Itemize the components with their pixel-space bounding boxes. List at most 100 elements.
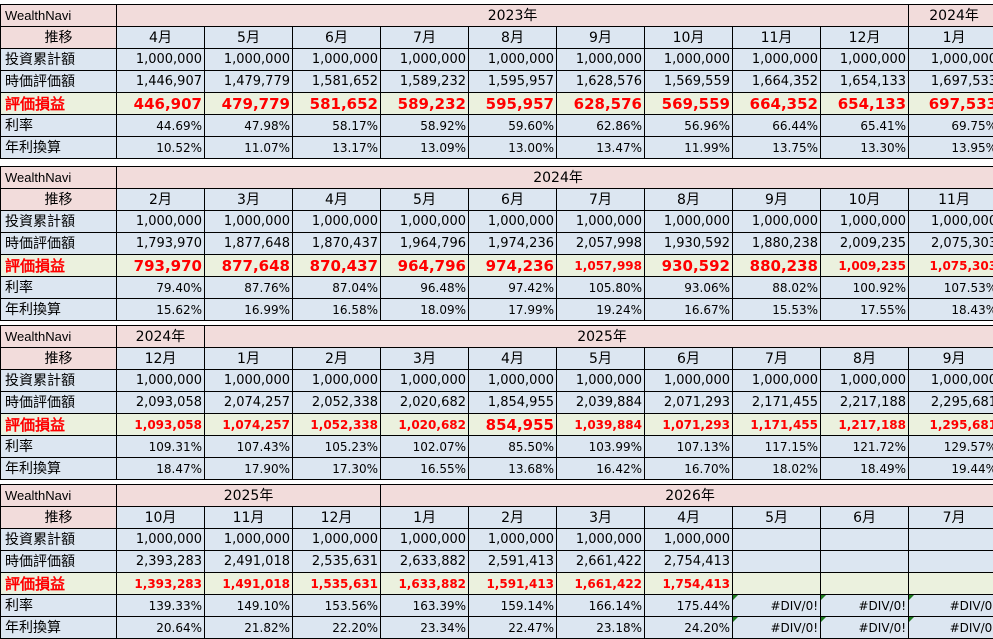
profit-cell[interactable]: 1,075,303 — [909, 255, 993, 277]
rate-cell[interactable]: 105.23% — [293, 436, 381, 458]
profit-cell[interactable]: 870,437 — [293, 255, 381, 277]
market-value-cell[interactable]: 2,633,882 — [381, 551, 469, 573]
market-value-cell[interactable]: 2,075,303 — [909, 233, 993, 255]
brand-label[interactable]: WealthNavi — [1, 485, 117, 507]
rate-cell[interactable]: 87.04% — [293, 277, 381, 299]
profit-cell[interactable]: 1,052,338 — [293, 414, 381, 436]
invested-cell[interactable]: 1,000,000 — [469, 211, 557, 233]
market-value-cell[interactable]: 1,654,133 — [821, 71, 909, 93]
month-header[interactable]: 7月 — [381, 27, 469, 49]
rate-cell[interactable]: 56.96% — [645, 115, 733, 137]
rate-cell[interactable]: 58.17% — [293, 115, 381, 137]
invested-cell[interactable]: 1,000,000 — [909, 211, 993, 233]
rate-cell[interactable]: 159.14% — [469, 595, 557, 617]
profit-cell[interactable]: 1,093,058 — [117, 414, 205, 436]
rate-cell[interactable]: 129.57% — [909, 436, 993, 458]
rate-cell[interactable]: 47.98% — [205, 115, 293, 137]
market-value-cell[interactable]: 2,071,293 — [645, 392, 733, 414]
annualized-cell[interactable]: 24.20% — [645, 617, 733, 639]
invested-cell[interactable]: 1,000,000 — [205, 49, 293, 71]
month-header[interactable]: 5月 — [557, 348, 645, 370]
profit-cell[interactable]: 589,232 — [381, 93, 469, 115]
month-header[interactable]: 6月 — [821, 507, 909, 529]
annualized-cell[interactable]: 22.20% — [293, 617, 381, 639]
market-value-cell[interactable]: 2,661,422 — [557, 551, 645, 573]
brand-label[interactable]: WealthNavi — [1, 167, 117, 189]
annualized-cell[interactable]: 21.82% — [205, 617, 293, 639]
profit-cell[interactable]: 1,020,682 — [381, 414, 469, 436]
annualized-cell[interactable]: 17.99% — [469, 299, 557, 321]
profit-cell[interactable]: 1,491,018 — [205, 573, 293, 595]
annualized-cell[interactable]: 19.24% — [557, 299, 645, 321]
invested-cell[interactable]: 1,000,000 — [821, 49, 909, 71]
rate-cell[interactable]: 44.69% — [117, 115, 205, 137]
market-value-cell[interactable]: 1,793,970 — [117, 233, 205, 255]
market-value-cell[interactable]: 1,569,559 — [645, 71, 733, 93]
market-value-cell[interactable]: 2,491,018 — [205, 551, 293, 573]
invested-cell[interactable]: 1,000,000 — [733, 211, 821, 233]
invested-cell[interactable]: 1,000,000 — [293, 529, 381, 551]
annualized-cell[interactable]: 16.70% — [645, 458, 733, 480]
rate-label[interactable]: 利率 — [1, 595, 117, 617]
month-header[interactable]: 4月 — [645, 507, 733, 529]
market-value-cell[interactable]: 2,057,998 — [557, 233, 645, 255]
rate-cell[interactable]: 109.31% — [117, 436, 205, 458]
invested-cell[interactable]: 1,000,000 — [205, 529, 293, 551]
rate-label[interactable]: 利率 — [1, 277, 117, 299]
market-value-cell[interactable]: 1,664,352 — [733, 71, 821, 93]
month-header[interactable]: 9月 — [557, 27, 645, 49]
invested-cell[interactable]: 1,000,000 — [117, 211, 205, 233]
profit-cell[interactable]: 628,576 — [557, 93, 645, 115]
brand-label[interactable]: WealthNavi — [1, 326, 117, 348]
month-header[interactable]: 11月 — [205, 507, 293, 529]
rate-cell[interactable]: #DIV/0! — [733, 595, 821, 617]
profit-cell[interactable]: 1,591,413 — [469, 573, 557, 595]
annualized-cell[interactable]: 13.00% — [469, 137, 557, 159]
invested-cell[interactable]: 1,000,000 — [293, 370, 381, 392]
annualized-cell[interactable]: 13.75% — [733, 137, 821, 159]
month-header[interactable]: 1月 — [205, 348, 293, 370]
market-value-cell[interactable]: 1,589,232 — [381, 71, 469, 93]
month-header[interactable]: 9月 — [909, 348, 993, 370]
year-header[interactable]: 2026年 — [381, 485, 993, 507]
rate-cell[interactable]: 163.39% — [381, 595, 469, 617]
rate-cell[interactable]: 107.13% — [645, 436, 733, 458]
year-header[interactable]: 2023年 — [117, 5, 909, 27]
market-value-cell[interactable]: 1,446,907 — [117, 71, 205, 93]
invested-cell[interactable]: 1,000,000 — [205, 211, 293, 233]
market-value-cell[interactable]: 2,393,283 — [117, 551, 205, 573]
invested-cell[interactable]: 1,000,000 — [293, 211, 381, 233]
annualized-label[interactable]: 年利換算 — [1, 299, 117, 321]
profit-cell[interactable]: 1,171,455 — [733, 414, 821, 436]
profit-cell[interactable]: 1,661,422 — [557, 573, 645, 595]
month-header[interactable]: 10月 — [645, 27, 733, 49]
rate-cell[interactable]: 153.56% — [293, 595, 381, 617]
month-header[interactable]: 10月 — [821, 189, 909, 211]
invested-cell[interactable]: 1,000,000 — [821, 211, 909, 233]
invested-label[interactable]: 投資累計額 — [1, 49, 117, 71]
year-header[interactable]: 2024年 — [909, 5, 993, 27]
month-header[interactable]: 6月 — [645, 348, 733, 370]
market-value-cell[interactable]: 1,870,437 — [293, 233, 381, 255]
market-value-cell[interactable]: 1,581,652 — [293, 71, 381, 93]
market-value-label[interactable]: 時価評価額 — [1, 551, 117, 573]
profit-cell[interactable]: 974,236 — [469, 255, 557, 277]
market-value-cell[interactable]: 1,854,955 — [469, 392, 557, 414]
market-value-label[interactable]: 時価評価額 — [1, 233, 117, 255]
rate-cell[interactable]: 107.43% — [205, 436, 293, 458]
profit-cell[interactable]: 854,955 — [469, 414, 557, 436]
rate-cell[interactable]: 66.44% — [733, 115, 821, 137]
month-header[interactable]: 8月 — [645, 189, 733, 211]
invested-label[interactable]: 投資累計額 — [1, 370, 117, 392]
annualized-cell[interactable]: 22.47% — [469, 617, 557, 639]
invested-cell[interactable]: 1,000,000 — [645, 370, 733, 392]
invested-label[interactable]: 投資累計額 — [1, 529, 117, 551]
profit-cell[interactable]: 877,648 — [205, 255, 293, 277]
rate-cell[interactable]: 121.72% — [821, 436, 909, 458]
month-header[interactable]: 1月 — [909, 27, 993, 49]
month-header[interactable]: 3月 — [205, 189, 293, 211]
annualized-cell[interactable]: 15.62% — [117, 299, 205, 321]
market-value-cell[interactable]: 2,535,631 — [293, 551, 381, 573]
profit-cell[interactable]: 664,352 — [733, 93, 821, 115]
profit-cell[interactable]: 1,535,631 — [293, 573, 381, 595]
